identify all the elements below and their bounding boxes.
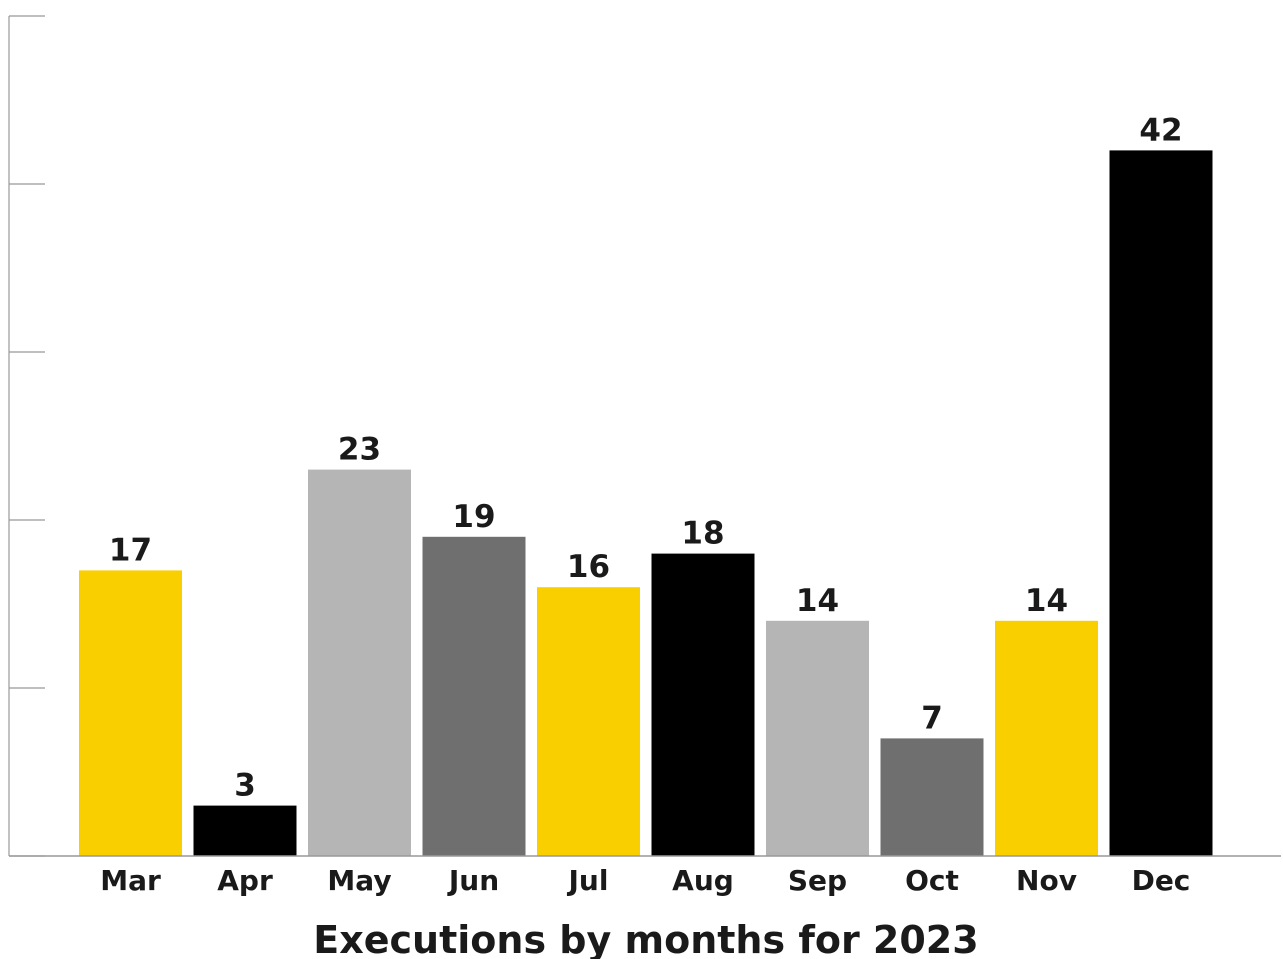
data-label-may: 23 <box>338 432 381 468</box>
data-label-jul: 16 <box>567 549 610 585</box>
x-tick-label-may: May <box>327 864 391 897</box>
bar-nov <box>995 620 1098 856</box>
x-tick-label-sep: Sep <box>788 864 847 897</box>
bar-oct <box>880 738 984 856</box>
data-labels: 17 3 23 19 16 18 14 7 14 42 <box>109 112 1183 803</box>
data-label-oct: 7 <box>921 700 943 736</box>
data-label-apr: 3 <box>234 768 256 804</box>
x-tick-label-aug: Aug <box>672 864 734 897</box>
x-tick-label-mar: Mar <box>100 864 161 897</box>
bar-sep <box>766 620 869 856</box>
bar-may <box>308 469 411 856</box>
y-axis <box>8 15 45 857</box>
x-tick-label-jun: Jun <box>447 864 499 897</box>
data-label-dec: 42 <box>1139 112 1182 148</box>
x-tick-label-oct: Oct <box>905 864 959 897</box>
x-tick-label-apr: Apr <box>217 864 273 897</box>
bar-apr <box>193 805 297 856</box>
bar-jul <box>537 587 640 856</box>
bar-mar <box>79 570 182 856</box>
bar-series <box>79 150 1213 856</box>
data-label-nov: 14 <box>1025 583 1068 619</box>
x-tick-labels: Mar Apr May Jun Jul Aug Sep Oct Nov Dec <box>100 864 1190 897</box>
data-label-sep: 14 <box>796 583 839 619</box>
bar-dec <box>1109 150 1213 856</box>
data-label-mar: 17 <box>109 532 152 568</box>
chart-title: Executions by months for 2023 <box>313 918 978 959</box>
x-tick-label-nov: Nov <box>1016 864 1077 897</box>
x-tick-label-jul: Jul <box>567 864 609 897</box>
data-label-aug: 18 <box>681 516 724 552</box>
data-label-jun: 19 <box>452 499 495 535</box>
bar-aug <box>651 553 755 856</box>
bar-jun <box>422 536 526 856</box>
x-tick-label-dec: Dec <box>1132 864 1191 897</box>
